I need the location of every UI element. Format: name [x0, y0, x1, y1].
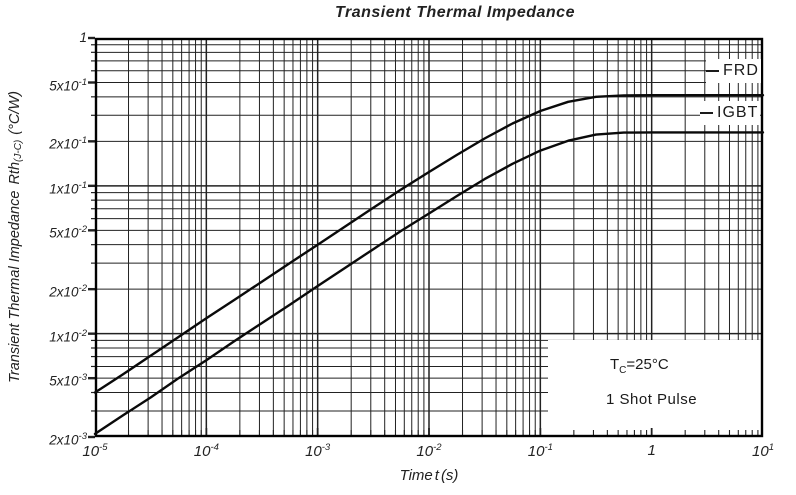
chart-title: Transient Thermal Impedance	[335, 4, 575, 21]
x-tick-label: 1	[647, 442, 656, 459]
plot-area	[88, 36, 765, 439]
y-tick-label: 5x10-1	[49, 76, 87, 94]
x-tick-label: 10-2	[416, 442, 442, 460]
x-tick-label: 10-4	[193, 442, 219, 460]
y-tick-label: 1x10-2	[49, 327, 87, 345]
axis-frame	[94, 37, 764, 438]
annotation-pulse: 1 Shot Pulse	[606, 391, 698, 408]
x-axis-title-pre: Time	[399, 467, 433, 484]
y-tick-label: 2x10-3	[49, 431, 87, 448]
series-label-igbt: IGBT	[700, 101, 761, 125]
x-axis-symbol: t	[434, 467, 439, 484]
leader-line-igbt	[700, 112, 713, 114]
y-tick-label: 2x10-2	[49, 283, 87, 300]
y-tick-label: 2x10-1	[49, 135, 87, 152]
annotation-mask	[548, 340, 763, 437]
series-label-igbt-text: IGBT	[717, 104, 759, 121]
y-tick-label: 1	[79, 30, 87, 45]
x-tick-label: 10-1	[527, 442, 553, 460]
series-label-frd: FRD	[706, 59, 761, 83]
x-tick-label: 10-3	[305, 442, 331, 460]
y-tick-label: 1x10-1	[49, 179, 87, 197]
x-tick-label: 10-5	[82, 442, 108, 460]
series-curve-frd	[93, 94, 765, 394]
series-label-frd-text: FRD	[723, 62, 759, 79]
x-axis-title: Time t (s)	[95, 467, 763, 484]
x-tick-label: 101	[752, 442, 774, 460]
x-axis-unit: (s)	[440, 467, 459, 484]
y-tick-label: 5x10-3	[49, 372, 87, 389]
leader-line-frd	[706, 70, 719, 72]
annotation-case-temp: TC=25°C	[610, 356, 669, 376]
series-curve-igbt	[93, 131, 765, 436]
y-tick-label: 5x10-2	[49, 224, 87, 241]
